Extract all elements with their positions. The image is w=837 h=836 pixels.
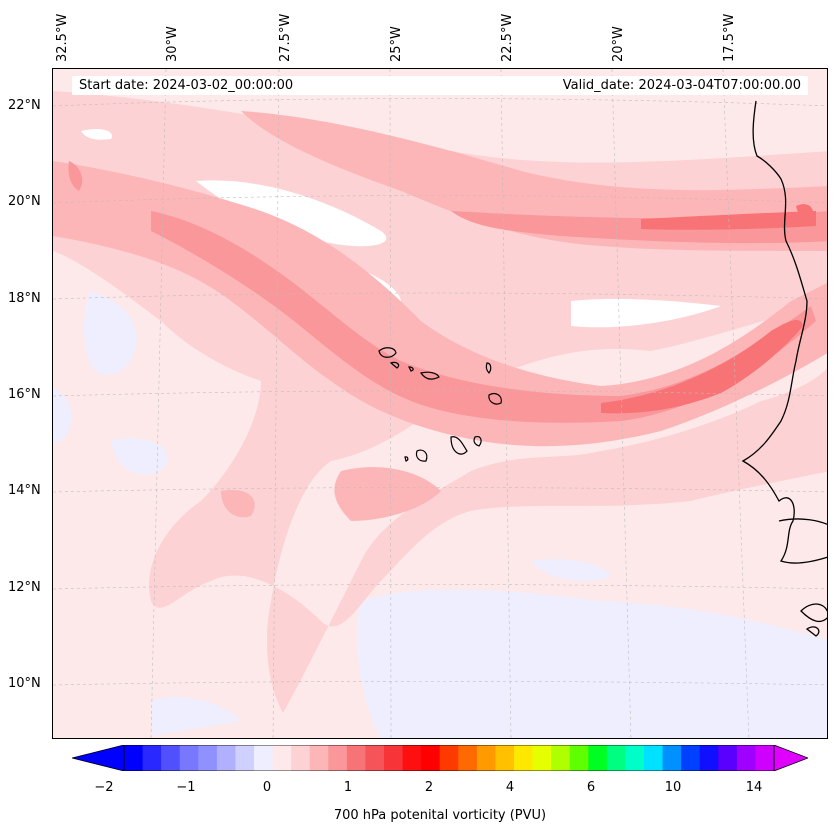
colorbar-cell	[476, 745, 497, 771]
colorbar-cell	[718, 745, 738, 771]
colorbar-tick: 0	[262, 780, 272, 795]
colorbar-cell	[309, 745, 329, 771]
colorbar-cell	[755, 745, 775, 771]
colorbar-cell	[384, 745, 404, 771]
colorbar-cell	[235, 745, 255, 771]
colorbar	[72, 745, 808, 771]
colorbar-cell	[625, 745, 645, 771]
lat-label-20n: 20°N	[8, 194, 41, 209]
colorbar-tick: 14	[745, 780, 763, 795]
colorbar-cell	[588, 745, 608, 771]
lon-label-20w: 20°W	[611, 26, 626, 62]
colorbar-cell	[142, 745, 162, 771]
colorbar-tick: 1	[343, 780, 353, 795]
colorbar-cells	[124, 745, 775, 771]
lon-label-25w: 25°W	[389, 26, 404, 62]
lon-label-17-5w: 17.5°W	[722, 13, 737, 62]
lat-label-12n: 12°N	[8, 580, 41, 595]
colorbar-tick: −1	[176, 780, 196, 795]
colorbar-cell	[569, 745, 589, 771]
colorbar-cell	[216, 745, 237, 771]
colorbar-cell	[644, 745, 664, 771]
colorbar-label: 700 hPa potenital vorticity (PVU)	[333, 808, 547, 823]
colorbar-tick: 2	[424, 780, 434, 795]
colorbar-cell	[179, 745, 199, 771]
lat-label-18n: 18°N	[8, 291, 41, 306]
map-panel	[52, 68, 828, 739]
colorbar-tick: 10	[664, 780, 682, 795]
colorbar-cell	[346, 745, 367, 771]
date-header-band	[72, 76, 808, 95]
lon-label-22-5w: 22.5°W	[500, 13, 515, 62]
start-date-text: Start date: 2024-03-02_00:00:00	[79, 78, 294, 93]
colorbar-tick: 6	[586, 780, 596, 795]
colorbar-tick: 4	[505, 780, 515, 795]
core-pv-band	[601, 204, 816, 414]
coastline	[741, 100, 827, 637]
colorbar-cell	[402, 745, 422, 771]
colorbar-cell	[458, 745, 478, 771]
colorbar-cell	[421, 745, 441, 771]
colorbar-cell	[328, 745, 348, 771]
negative-pv-patches	[53, 291, 827, 738]
colorbar-cell	[736, 745, 757, 771]
colorbar-cell	[161, 745, 181, 771]
colorbar-cell	[606, 745, 627, 771]
lat-label-10n: 10°N	[8, 676, 41, 691]
lat-label-22n: 22°N	[8, 98, 41, 113]
colorbar-cell	[272, 745, 292, 771]
map-gridlines	[53, 69, 827, 738]
pv-field-map	[53, 69, 827, 738]
colorbar-tick: −2	[94, 780, 114, 795]
colorbar-cell	[514, 745, 534, 771]
lat-label-16n: 16°N	[8, 387, 41, 402]
colorbar-cell	[365, 745, 385, 771]
lon-label-32-5w: 32.5°W	[55, 13, 70, 62]
colorbar-cell	[254, 745, 274, 771]
valid-date-text: Valid_date: 2024-03-04T07:00:00.00	[562, 78, 801, 93]
colorbar-border	[123, 745, 775, 771]
lat-label-14n: 14°N	[8, 483, 41, 498]
lon-label-27-5w: 27.5°W	[278, 13, 293, 62]
colorbar-cell	[699, 745, 719, 771]
colorbar-under-arrow	[72, 745, 125, 771]
colorbar-cell	[439, 745, 459, 771]
lon-label-30w: 30°W	[165, 26, 180, 62]
colorbar-cell	[495, 745, 515, 771]
colorbar-cell	[124, 745, 144, 771]
colorbar-cell	[662, 745, 682, 771]
colorbar-cell	[681, 745, 701, 771]
colorbar-cell	[291, 745, 311, 771]
colorbar-cell	[198, 745, 218, 771]
colorbar-cell	[532, 745, 552, 771]
mid-pv-band	[53, 111, 827, 521]
colorbar-over-arrow	[773, 745, 808, 771]
cape-verde-islands	[378, 347, 502, 462]
colorbar-cell	[551, 745, 571, 771]
